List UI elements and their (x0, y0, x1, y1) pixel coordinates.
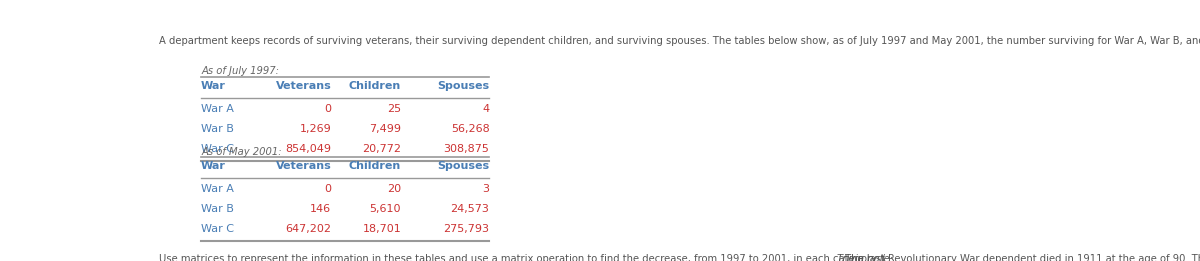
Text: War B: War B (202, 124, 234, 134)
Text: War: War (202, 81, 226, 91)
Text: 5,610: 5,610 (370, 204, 401, 214)
Text: 1,269: 1,269 (300, 124, 331, 134)
Text: War A: War A (202, 104, 234, 114)
Text: 20: 20 (386, 184, 401, 194)
Text: 0: 0 (324, 104, 331, 114)
Text: 4: 4 (482, 104, 490, 114)
Text: War: War (202, 161, 226, 171)
Text: The last Revolutionary War dependent died in 1911 at the age of 90. The last Civ: The last Revolutionary War dependent die… (842, 254, 1200, 261)
Text: 647,202: 647,202 (286, 224, 331, 234)
Text: War C: War C (202, 144, 234, 154)
Text: War A: War A (202, 184, 234, 194)
Text: Spouses: Spouses (437, 81, 490, 91)
Text: 3: 3 (482, 184, 490, 194)
Text: Veterans: Veterans (276, 161, 331, 171)
Text: Use matrices to represent the information in these tables and use a matrix opera: Use matrices to represent the informatio… (160, 254, 886, 261)
Text: 20,772: 20,772 (362, 144, 401, 154)
Text: War B: War B (202, 204, 234, 214)
Text: As of May 2001:: As of May 2001: (202, 147, 282, 157)
Text: As of July 1997:: As of July 1997: (202, 67, 280, 76)
Text: Children: Children (349, 81, 401, 91)
Text: 275,793: 275,793 (444, 224, 490, 234)
Text: Spouses: Spouses (437, 161, 490, 171)
Text: Trivia note:: Trivia note: (836, 254, 893, 261)
Text: 7,499: 7,499 (370, 124, 401, 134)
Text: 25: 25 (386, 104, 401, 114)
Text: 18,701: 18,701 (362, 224, 401, 234)
Text: 146: 146 (311, 204, 331, 214)
Text: Veterans: Veterans (276, 81, 331, 91)
Text: 56,268: 56,268 (451, 124, 490, 134)
Text: War C: War C (202, 224, 234, 234)
Text: 308,875: 308,875 (444, 144, 490, 154)
Text: 0: 0 (324, 184, 331, 194)
Text: 24,573: 24,573 (450, 204, 490, 214)
Text: Children: Children (349, 161, 401, 171)
Text: A department keeps records of surviving veterans, their surviving dependent chil: A department keeps records of surviving … (160, 36, 1200, 46)
Text: 854,049: 854,049 (286, 144, 331, 154)
